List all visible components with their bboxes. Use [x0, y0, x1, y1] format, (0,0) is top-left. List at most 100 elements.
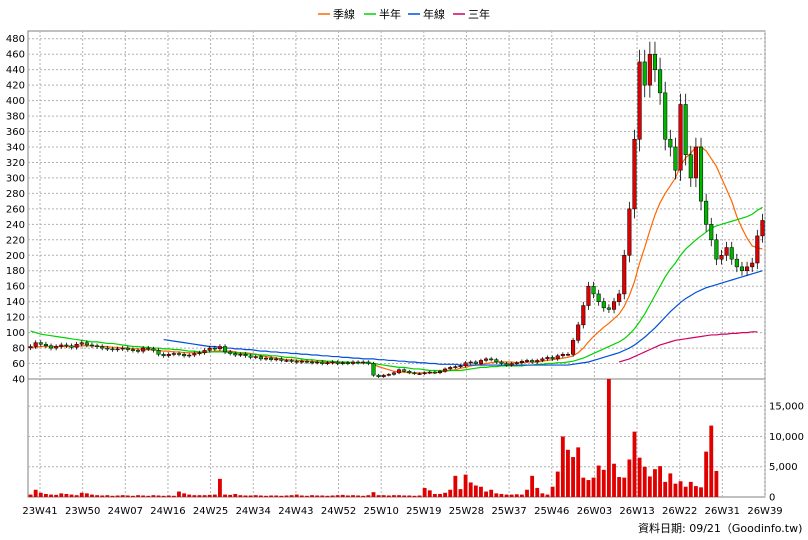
- volume-bar: [479, 486, 483, 497]
- candle-body: [187, 354, 192, 357]
- volume-bar: [233, 493, 238, 497]
- candle-body: [263, 357, 269, 360]
- price-y-axis: 40 60 80 100 120 140 160 180 200 220 240 260 280 300 3…: [6, 34, 25, 385]
- candle-body: [315, 361, 320, 364]
- volume-bar: [49, 494, 53, 497]
- legend-label-half-year: 半年: [379, 7, 401, 21]
- volume-bar: [509, 494, 514, 497]
- volume-bar: [146, 495, 151, 497]
- x-tick-label: 24W34: [236, 506, 271, 517]
- candle-body: [335, 361, 340, 364]
- volume-bar: [499, 493, 504, 497]
- candle-body: [345, 362, 350, 365]
- price-tick-label: 480: [6, 34, 25, 45]
- volume-bar: [371, 492, 376, 497]
- candle-body: [212, 347, 217, 350]
- candle-body: [151, 348, 156, 351]
- x-tick-label: 24W43: [278, 506, 313, 517]
- candle-body: [627, 208, 632, 256]
- candle-body: [192, 353, 197, 356]
- candle-body: [524, 360, 530, 362]
- volume-bar: [714, 470, 719, 497]
- volume-bar: [100, 495, 105, 497]
- candle-body: [217, 346, 222, 350]
- volume-bar: [54, 494, 59, 497]
- candle-body: [386, 374, 391, 376]
- candle-body: [632, 139, 637, 210]
- volume-bar: [453, 475, 458, 497]
- volume-bar: [535, 487, 540, 497]
- candle-body: [330, 361, 335, 364]
- candle-body: [294, 360, 299, 363]
- volume-bar: [366, 495, 371, 497]
- candle-body: [228, 351, 233, 354]
- volume-bar: [33, 489, 38, 497]
- candle-body: [79, 342, 84, 345]
- volume-bar: [305, 495, 309, 497]
- x-axis: 23W41 23W50 24W07 24W16 24W25 24W34 24W43 24W52…: [22, 506, 782, 517]
- candle-body: [745, 266, 750, 271]
- x-tick-label: 26W31: [705, 506, 740, 517]
- volume-bar: [38, 492, 43, 497]
- volume-bar: [663, 481, 668, 497]
- volume-bar: [218, 478, 222, 497]
- volume-bar: [397, 495, 401, 497]
- candle-body: [84, 342, 89, 346]
- price-tick-label: 240: [6, 220, 25, 231]
- volume-bar: [427, 490, 432, 497]
- price-tick-label: 80: [12, 344, 25, 355]
- candle-body: [489, 358, 494, 361]
- volume-bar: [637, 457, 642, 497]
- x-tick-label: 23W50: [65, 506, 100, 517]
- volume-bar: [412, 495, 417, 497]
- volume-bar: [361, 495, 366, 497]
- candle-body: [540, 358, 545, 361]
- candle-body: [484, 358, 489, 361]
- volume-bar: [192, 495, 197, 497]
- price-tick-label: 440: [6, 65, 25, 76]
- volume-bar: [141, 495, 146, 497]
- candle-body: [54, 346, 59, 349]
- volume-panel: 0 5,000 10,000 15,000: [27, 378, 804, 504]
- source-note: 資料日期: 09/21（Goodinfo.tw): [638, 521, 802, 535]
- volume-bar: [591, 477, 596, 497]
- candle-body: [494, 359, 499, 363]
- legend-label-three-year: 三年: [468, 7, 490, 21]
- candle-body: [274, 358, 279, 361]
- x-tick-label: 24W07: [108, 506, 143, 517]
- candle-body: [289, 360, 294, 362]
- volume-bar: [59, 493, 64, 497]
- candle-body: [243, 354, 248, 357]
- candle-body: [371, 363, 376, 376]
- candle-body: [171, 353, 176, 355]
- volume-bar: [120, 495, 125, 497]
- price-tick-label: 360: [6, 127, 25, 138]
- candle-body: [663, 92, 668, 140]
- candle-body: [407, 371, 412, 374]
- candle-body: [156, 350, 161, 355]
- candle-body: [555, 355, 560, 360]
- volume-bar: [658, 466, 662, 497]
- volume-y-axis: 0 5,000 10,000 15,000: [769, 402, 804, 504]
- x-tick-label: 24W16: [150, 506, 185, 517]
- volume-bar: [550, 486, 555, 497]
- volume-bar: [560, 436, 565, 497]
- x-tick-label: 26W03: [577, 506, 612, 517]
- volume-bar: [622, 477, 627, 497]
- candle-body: [130, 349, 135, 351]
- volume-bar: [197, 495, 202, 497]
- candle-body: [361, 361, 366, 364]
- volume-bar: [115, 495, 120, 497]
- volume-bar: [699, 487, 703, 497]
- candle-body: [325, 362, 330, 365]
- candle-body: [581, 305, 586, 326]
- price-tick-label: 180: [6, 266, 25, 277]
- volume-bar: [473, 485, 478, 497]
- volume-bar: [581, 477, 586, 497]
- candle-body: [202, 350, 207, 353]
- candle-body: [207, 347, 212, 351]
- candle-body: [135, 350, 141, 352]
- candle-body: [622, 255, 627, 295]
- volume-bar: [448, 489, 453, 497]
